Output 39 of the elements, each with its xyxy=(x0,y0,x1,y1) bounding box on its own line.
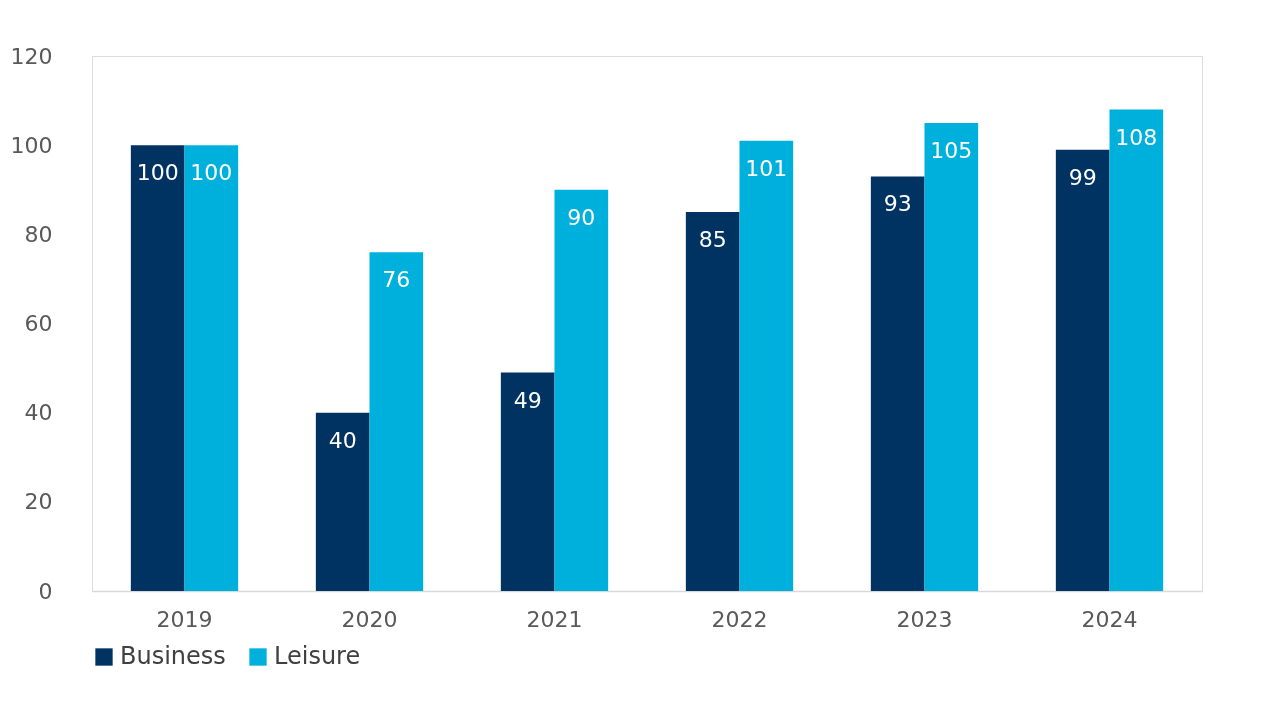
x-tick-label: 2020 xyxy=(341,606,398,632)
data-label: 93 xyxy=(883,191,912,217)
bar xyxy=(554,189,609,591)
x-tick-label: 2024 xyxy=(1081,606,1138,632)
y-tick-label: 60 xyxy=(24,311,53,336)
x-tick-label: 2022 xyxy=(711,606,768,632)
bar xyxy=(739,140,794,591)
data-label: 105 xyxy=(930,137,973,163)
bar xyxy=(184,145,239,591)
x-tick-label: 2023 xyxy=(896,606,953,632)
x-tick-label: 2019 xyxy=(156,606,213,632)
data-label: 85 xyxy=(698,227,727,253)
data-label: 99 xyxy=(1068,164,1097,190)
bar xyxy=(500,372,555,591)
y-tick-label: 120 xyxy=(10,43,53,69)
y-tick-label: 100 xyxy=(10,132,53,158)
y-tick-label: 20 xyxy=(24,489,53,515)
legend-label: Business xyxy=(120,642,226,670)
data-label: 90 xyxy=(567,204,596,230)
bar xyxy=(924,122,979,591)
data-label: 76 xyxy=(382,267,411,293)
legend-label: Leisure xyxy=(274,642,361,670)
bar xyxy=(1055,149,1110,591)
data-label: 108 xyxy=(1115,124,1158,150)
y-tick-label: 80 xyxy=(24,221,53,247)
bar xyxy=(870,176,925,591)
y-tick-label: 40 xyxy=(24,400,53,426)
x-tick-label: 2021 xyxy=(526,606,583,632)
bar xyxy=(369,252,424,591)
bar xyxy=(130,145,185,591)
bar xyxy=(1109,109,1164,591)
bar xyxy=(685,212,740,591)
data-label: 49 xyxy=(513,387,542,413)
data-label: 40 xyxy=(328,427,357,453)
y-tick-label: 0 xyxy=(38,578,53,604)
data-label: 101 xyxy=(745,155,788,181)
bar xyxy=(315,412,370,591)
data-label: 100 xyxy=(136,160,179,186)
data-label: 100 xyxy=(190,160,233,186)
